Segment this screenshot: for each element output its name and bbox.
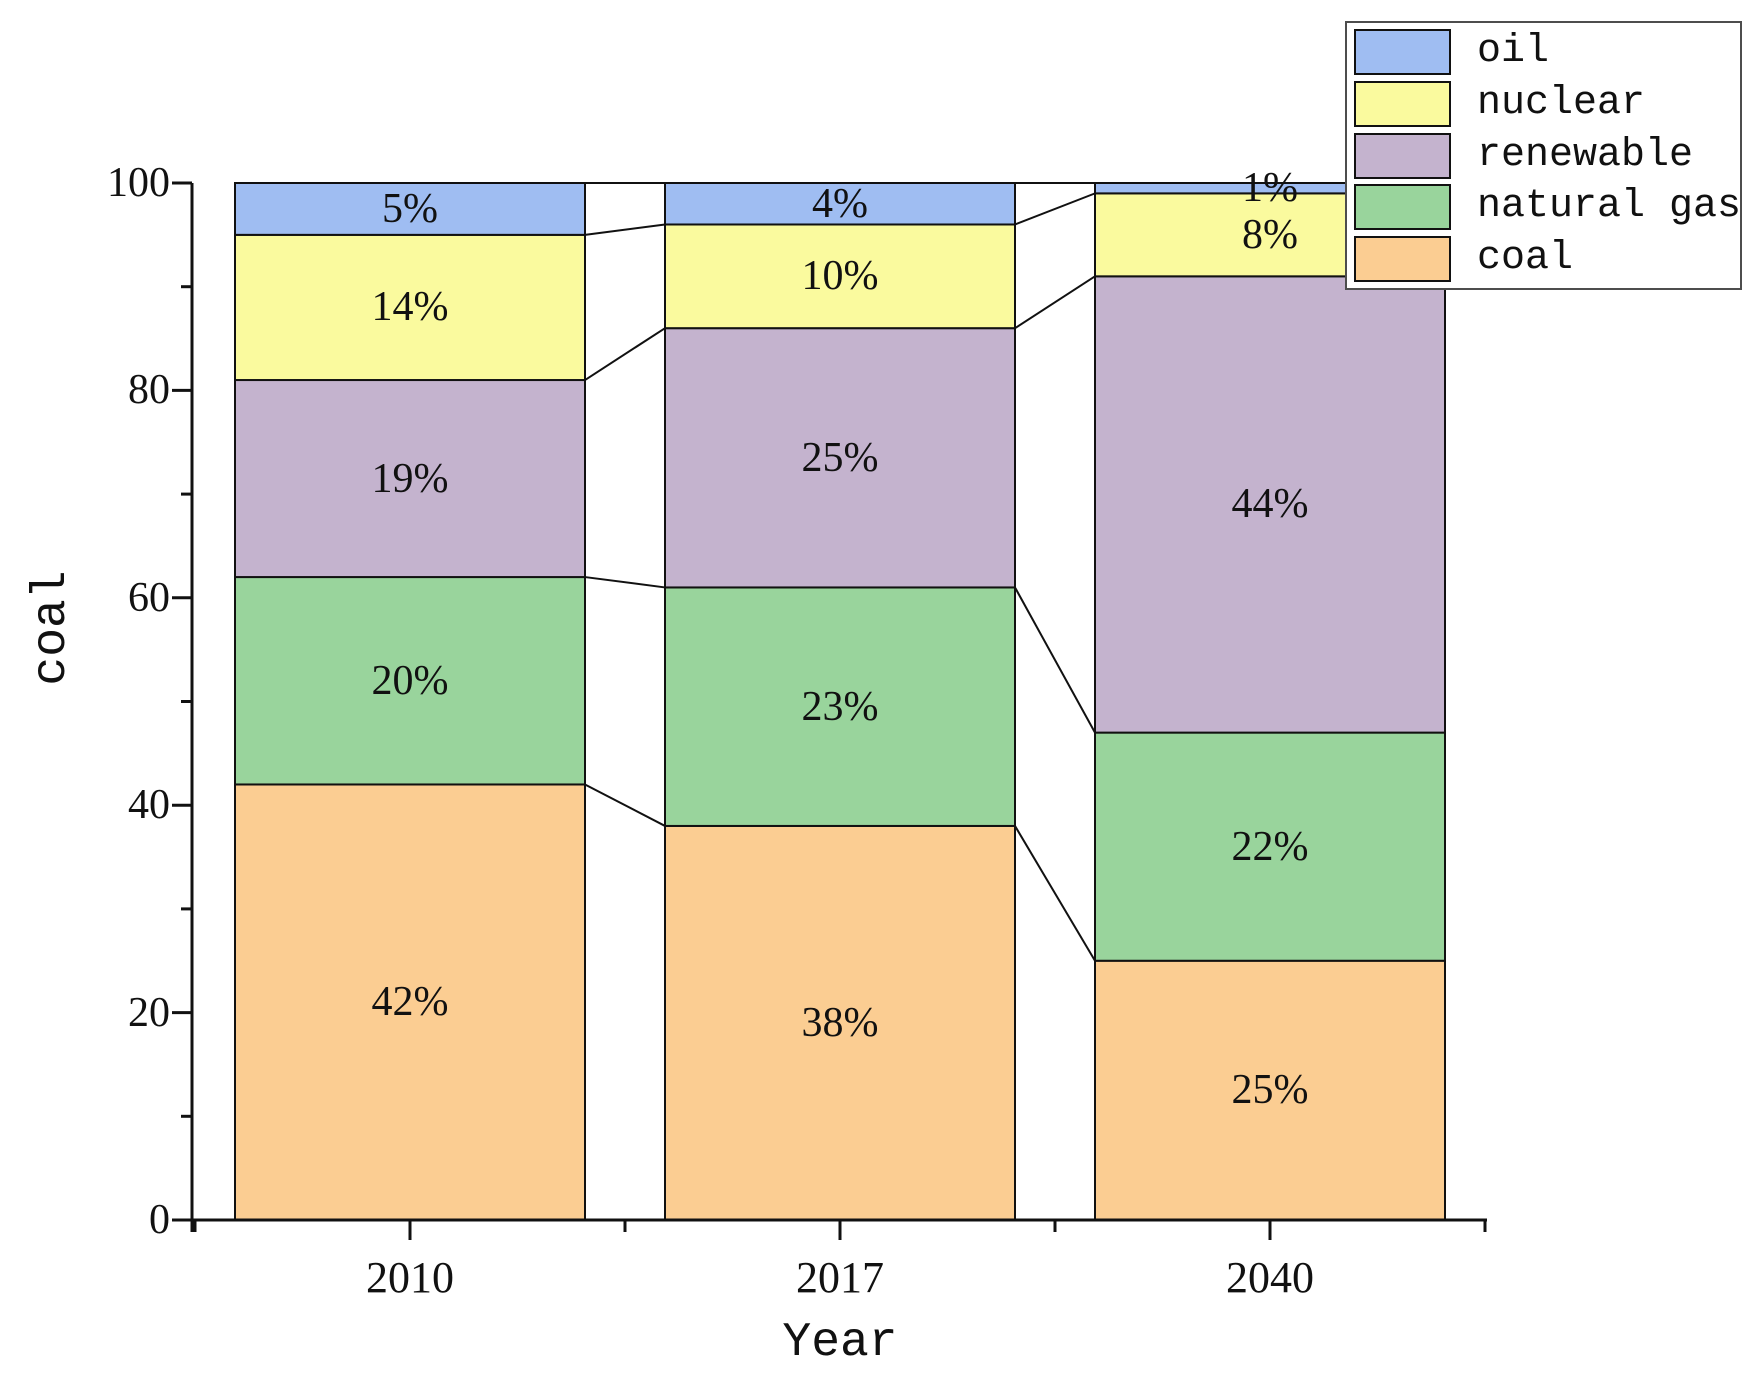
connector-line <box>584 576 666 589</box>
segment-label-coal-2017: 38% <box>801 999 879 1046</box>
x-tick-label: 2010 <box>366 1253 454 1302</box>
bar-segment-renewable-2040 <box>1094 275 1446 734</box>
connector-line <box>1014 586 1096 734</box>
segment-label-renewable-2017: 25% <box>801 434 879 481</box>
bar-segment-nuclear-2017 <box>664 223 1016 330</box>
bar-segment-oil-2017 <box>664 182 1016 226</box>
connector-line <box>1014 825 1096 962</box>
segment-label-renewable-2040: 44% <box>1231 481 1309 528</box>
bar-segment-natural-gas-2010 <box>234 576 586 786</box>
y-axis-title: coal <box>25 570 79 686</box>
bar-segment-coal-2010 <box>234 783 586 1222</box>
legend-swatch-nuclear <box>1354 80 1451 127</box>
segment-label-renewable-2010: 19% <box>371 455 449 502</box>
segment-label-oil-2040: 1% <box>1242 165 1298 212</box>
legend-label: nuclear <box>1477 80 1646 126</box>
legend-label: natural gas <box>1477 184 1742 230</box>
segment-label-coal-2010: 42% <box>371 979 449 1026</box>
legend-swatch-natural-gas <box>1354 184 1451 231</box>
segment-label-nuclear-2040: 8% <box>1242 211 1298 258</box>
x-tick-label: 2040 <box>1226 1253 1314 1302</box>
legend-item-oil: oil <box>1354 29 1740 75</box>
bar-segment-coal-2017 <box>664 824 1016 1221</box>
x-tick-label: 2017 <box>796 1253 884 1302</box>
legend-item-renewable: renewable <box>1354 132 1740 179</box>
connector-line <box>1014 275 1096 330</box>
legend: oil nuclear renewable natural gas coal <box>1345 21 1742 290</box>
connector-line <box>1014 192 1096 226</box>
segment-label-natural-gas-2010: 20% <box>371 657 449 704</box>
bar-segment-renewable-2017 <box>664 327 1016 589</box>
legend-item-nuclear: nuclear <box>1354 80 1740 127</box>
connector-line <box>584 783 666 827</box>
segment-label-oil-2010: 5% <box>382 185 438 232</box>
legend-item-coal: coal <box>1354 236 1740 282</box>
segment-label-nuclear-2017: 10% <box>801 253 879 300</box>
y-tick-label: 100 <box>107 160 170 206</box>
legend-label: oil <box>1477 29 1550 74</box>
segment-label-nuclear-2010: 14% <box>371 284 449 331</box>
y-tick-label: 40 <box>128 782 170 829</box>
legend-swatch-coal <box>1354 236 1451 282</box>
x-axis-title: Year <box>782 1316 898 1370</box>
bar-segment-natural-gas-2017 <box>664 586 1016 827</box>
y-tick-label: 80 <box>128 367 170 414</box>
bar-segment-nuclear-2010 <box>234 233 586 382</box>
bar-segment-oil-2010 <box>234 182 586 236</box>
connector-line <box>584 223 666 236</box>
segment-label-oil-2017: 4% <box>812 180 868 227</box>
segment-label-natural-gas-2017: 23% <box>801 683 879 730</box>
bar-segment-natural-gas-2040 <box>1094 731 1446 962</box>
legend-label: renewable <box>1477 132 1694 178</box>
legend-swatch-oil <box>1354 29 1451 75</box>
y-tick-label: 0 <box>149 1197 170 1243</box>
connector-line <box>584 327 666 381</box>
legend-swatch-renewable <box>1354 132 1451 179</box>
legend-label: coal <box>1477 236 1574 281</box>
legend-item-natural-gas: natural gas <box>1354 184 1742 231</box>
y-tick-label: 60 <box>128 574 170 621</box>
y-tick-label: 20 <box>128 989 170 1036</box>
segment-label-natural-gas-2040: 22% <box>1231 823 1309 870</box>
segment-label-coal-2040: 25% <box>1231 1067 1309 1114</box>
bar-segment-coal-2040 <box>1094 959 1446 1221</box>
